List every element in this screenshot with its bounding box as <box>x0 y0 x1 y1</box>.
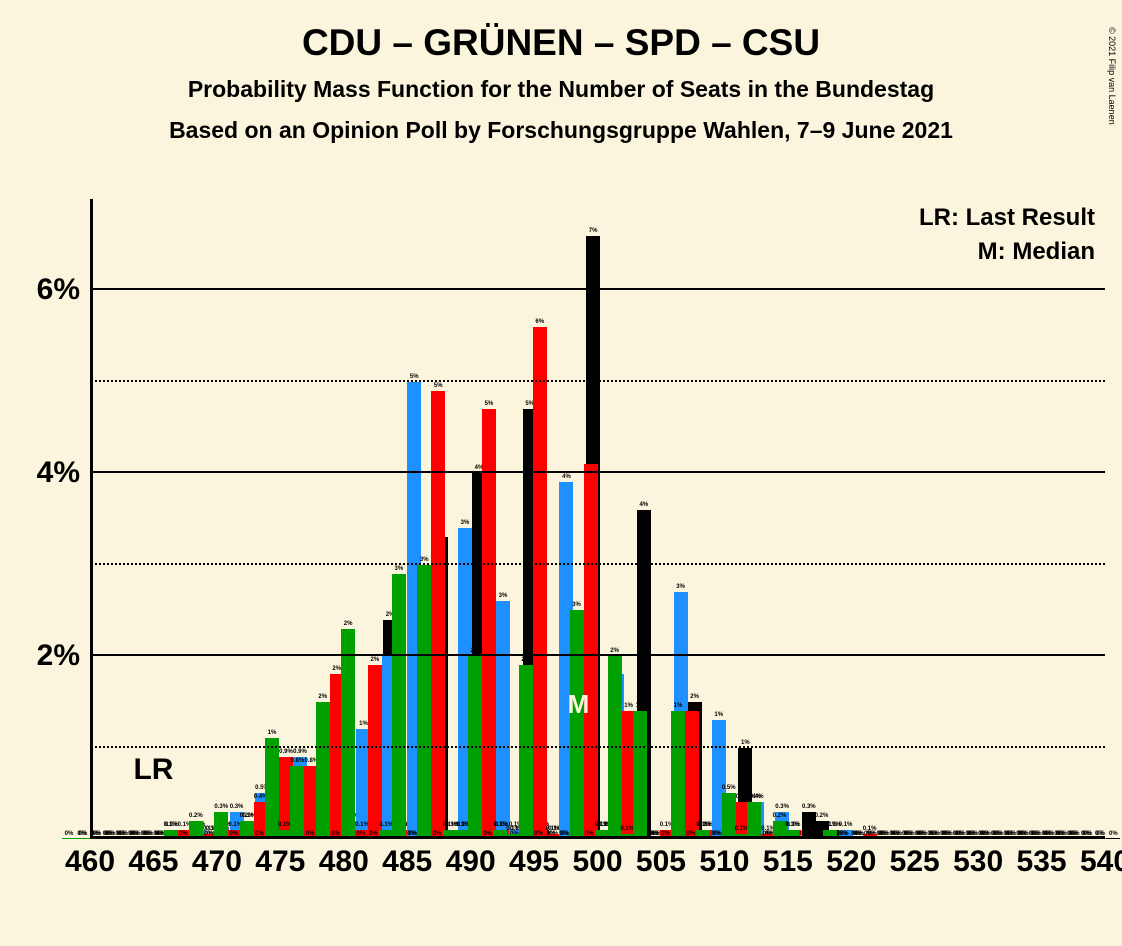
lr-marker: LR <box>133 753 173 787</box>
xtick-label: 470 <box>192 845 242 879</box>
bar-label: 0% <box>65 831 74 837</box>
xtick-label: 515 <box>763 845 813 879</box>
ytick-label: 6% <box>37 273 80 307</box>
gridline-minor <box>90 563 1105 565</box>
xtick-label: 485 <box>382 845 432 879</box>
copyright-text: © 2021 Filip van Laenen <box>1107 27 1117 125</box>
xtick-label: 500 <box>572 845 622 879</box>
plot-area: LR: Last Result M: Median 0%0%0%0%0%0%0%… <box>90 199 1105 839</box>
xtick-label: 475 <box>255 845 305 879</box>
gridline-major <box>90 654 1105 656</box>
xtick-label: 535 <box>1017 845 1067 879</box>
xtick-label: 520 <box>826 845 876 879</box>
chart-subtitle: Probability Mass Function for the Number… <box>0 76 1122 103</box>
gridline-minor <box>90 746 1105 748</box>
bar-black <box>1106 838 1120 839</box>
chart-subsubtitle: Based on an Opinion Poll by Forschungsgr… <box>0 117 1122 144</box>
gridline-major <box>90 288 1105 290</box>
bar-label: 0% <box>77 831 86 837</box>
xtick-label: 460 <box>65 845 115 879</box>
chart-title: CDU – GRÜNEN – SPD – CSU <box>0 22 1122 64</box>
xtick-label: 530 <box>953 845 1003 879</box>
xtick-label: 540 <box>1080 845 1122 879</box>
xtick-label: 510 <box>699 845 749 879</box>
gridline-minor <box>90 380 1105 382</box>
xtick-label: 480 <box>319 845 369 879</box>
gridline-major <box>90 471 1105 473</box>
xtick-label: 525 <box>890 845 940 879</box>
ytick-label: 2% <box>37 639 80 673</box>
xtick-label: 465 <box>128 845 178 879</box>
xtick-label: 495 <box>509 845 559 879</box>
axes-line <box>90 199 1105 839</box>
xtick-label: 490 <box>446 845 496 879</box>
m-marker: M <box>568 689 590 720</box>
xtick-label: 505 <box>636 845 686 879</box>
bar-label: 0% <box>1109 831 1118 837</box>
ytick-label: 4% <box>37 456 80 490</box>
